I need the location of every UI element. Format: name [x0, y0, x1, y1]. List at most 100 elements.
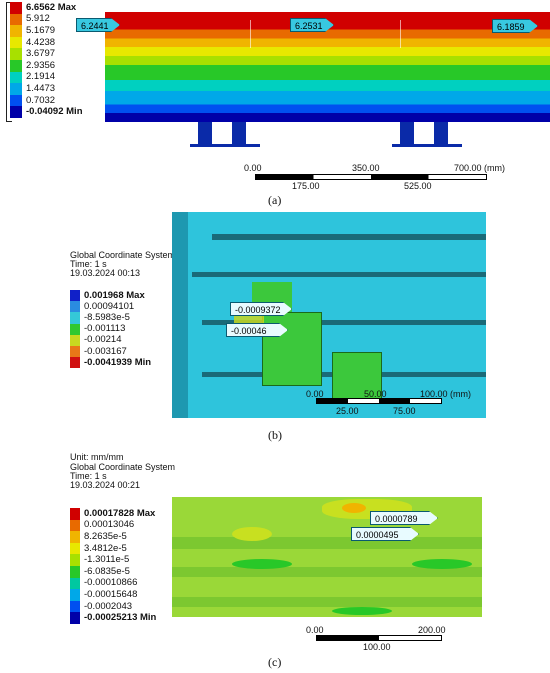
legend-value: 8.2635e-5: [84, 530, 127, 542]
scale-label: 0.00: [244, 163, 262, 173]
legend-entry: -0.04092 Min: [10, 106, 83, 118]
legend-value: 3.6797: [26, 48, 56, 60]
legend-value: 4.4238: [26, 36, 56, 48]
legend-swatch: [10, 13, 22, 26]
legend-entry: -0.001113: [70, 323, 126, 335]
legend-value: -6.0835e-5: [84, 565, 130, 577]
header-line: Unit: mm/mm: [70, 452, 124, 462]
legend-bracket: [6, 2, 12, 122]
scale-label: 700.00 (mm): [454, 163, 506, 173]
legend-entry: 0.001968 Max: [70, 289, 145, 302]
legend-entry: -0.00025213 Min: [70, 612, 156, 624]
header-line: Global Coordinate System: [70, 462, 176, 472]
header-line: 19.03.2024 00:13: [70, 268, 141, 278]
legend-entry: -0.00015648: [70, 589, 137, 601]
plate-model-c: [172, 497, 482, 617]
legend-entry: 5.912: [10, 13, 50, 26]
probe-label: 6.2441: [76, 18, 120, 32]
legend-value: 2.1914: [26, 71, 56, 83]
legend-swatch: [10, 25, 22, 37]
legend-entry: 0.00013046: [70, 519, 135, 532]
legend-value: -1.3011e-5: [84, 554, 130, 566]
legend-value: -0.003167: [84, 345, 127, 357]
scale-label: 25.00: [336, 406, 359, 416]
legend-value: 2.9356: [26, 59, 56, 71]
legend-swatch: [70, 600, 80, 613]
legend-swatch: [10, 60, 22, 72]
probe-label: 6.1859: [492, 19, 538, 33]
legend-swatch: [10, 2, 22, 14]
legend-value: -0.00025213 Min: [84, 612, 157, 624]
legend-value: 0.001968 Max: [84, 289, 145, 301]
legend-value: 5.912: [26, 13, 50, 25]
legend-swatch: [10, 48, 22, 60]
legend-swatch: [70, 508, 80, 520]
legend-value: -0.0041939 Min: [84, 356, 152, 368]
header-line: Time: 1 s: [70, 259, 107, 269]
legend-value: -0.00214: [84, 334, 122, 346]
legend-swatch: [70, 554, 80, 566]
legend-swatch: [70, 519, 80, 532]
legend-entry: 0.7032: [10, 94, 55, 107]
legend-swatch: [10, 83, 22, 95]
legend-value: -0.001113: [84, 323, 126, 335]
header-line: Time: 1 s: [70, 471, 107, 481]
scale-label: 100.00 (mm): [420, 389, 472, 399]
probe-label: 0.0000789: [370, 511, 438, 525]
legend-entry: 8.2635e-5: [70, 531, 127, 543]
header-line: Global Coordinate System: [70, 250, 176, 260]
scale-label: 100.00: [363, 642, 391, 652]
legend-entry: -0.00010866: [70, 577, 138, 590]
scale-label: 0.00: [306, 389, 324, 399]
legend-entry: -8.5983e-5: [70, 311, 130, 324]
legend-entry: 4.4238: [10, 36, 56, 49]
scale-label: 525.00: [404, 181, 432, 191]
legend-value: -0.0002043: [84, 600, 133, 612]
legend-swatch: [70, 323, 80, 335]
legend-swatch: [70, 612, 80, 624]
scale-label: 200.00: [418, 625, 446, 635]
caption-b: (b): [268, 428, 282, 442]
legend-swatch: [70, 589, 80, 601]
legend-value: 3.4812e-5: [84, 542, 127, 554]
legend-entry: 0.00017828 Max: [70, 508, 155, 520]
legend-value: 1.4473: [26, 82, 56, 94]
legend-value: 0.00017828 Max: [84, 507, 156, 519]
legend-swatch: [70, 566, 80, 578]
legend-value: -0.00010866: [84, 577, 138, 589]
scale-label: 350.00: [352, 163, 380, 173]
caption-c: (c): [268, 655, 282, 669]
legend-entry: -6.0835e-5: [70, 566, 130, 578]
legend-swatch: [70, 290, 80, 302]
probe-label: -0.00046: [226, 323, 288, 337]
legend-value: -0.04092 Min: [26, 106, 83, 118]
legend-swatch: [70, 531, 80, 543]
legend-swatch: [70, 312, 80, 324]
legend-entry: -0.0002043: [70, 600, 133, 613]
legend-value: -0.00015648: [84, 588, 138, 600]
legend-entry: 2.1914: [10, 71, 56, 84]
legend-value: -8.5983e-5: [84, 311, 130, 323]
legend-swatch: [10, 71, 22, 84]
legend-entry: 0.00094101: [70, 300, 135, 313]
legend-swatch: [70, 577, 80, 590]
legend-swatch: [70, 542, 80, 555]
probe-label: -0.0009372: [230, 302, 292, 316]
legend-swatch: [70, 334, 80, 346]
legend-swatch: [10, 94, 22, 107]
legend-entry: 5.1679: [10, 25, 55, 37]
legend-entry: -0.0041939 Min: [70, 356, 152, 369]
divider: [250, 20, 251, 48]
legend-value: 0.00013046: [84, 519, 135, 531]
legend-entry: -0.003167: [70, 345, 127, 358]
probe-label: 6.2531: [290, 18, 334, 32]
scale-label: 75.00: [393, 406, 416, 416]
beam-model-a: [105, 12, 550, 122]
scale-label: 50.00: [364, 389, 387, 399]
legend-entry: 1.4473: [10, 83, 55, 95]
legend-entry: 2.9356: [10, 60, 55, 72]
legend-entry: 3.4812e-5: [70, 542, 127, 555]
legend-value: 6.6562 Max: [26, 1, 77, 13]
legend-value: 0.00094101: [84, 300, 135, 312]
legend-swatch: [10, 106, 22, 118]
